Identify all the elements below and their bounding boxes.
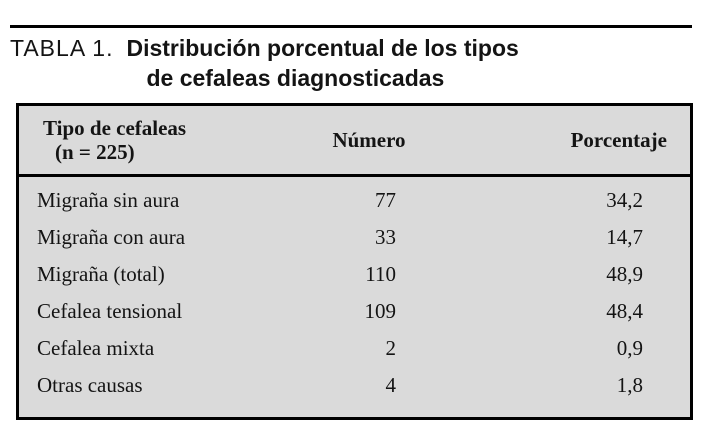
- table-caption: TABLA 1. Distribución porcentual de los …: [10, 33, 519, 93]
- cell-porcentaje: 48,9: [606, 262, 643, 286]
- cell-porcentaje: 14,7: [606, 225, 643, 249]
- table-row: Cefalea mixta 2 0,9: [19, 330, 690, 367]
- cell-porcentaje: 0,9: [616, 336, 643, 360]
- cell-porcentaje: 1,8: [616, 373, 643, 397]
- table-row: Cefalea tensional 109 48,4: [19, 293, 690, 330]
- cell-tipo: Migraña (total): [37, 262, 165, 286]
- table-row: Migraña sin aura 77 34,2: [19, 182, 690, 219]
- cell-numero: 110: [365, 262, 396, 286]
- column-header-tipo-line2: (n = 225): [55, 140, 135, 164]
- caption-top-rule: [10, 25, 692, 28]
- cell-porcentaje: 34,2: [606, 188, 643, 212]
- column-header-tipo: Tipo de cefaleas (n = 225): [19, 116, 319, 164]
- cell-tipo: Cefalea mixta: [37, 336, 155, 360]
- cell-tipo: Migraña con aura: [37, 225, 186, 249]
- table-row: Migraña con aura 33 14,7: [19, 219, 690, 256]
- table-caption-title: Distribución porcentual de los tipos de …: [126, 33, 518, 93]
- cell-numero: 2: [385, 336, 397, 360]
- table-header-row: Tipo de cefaleas (n = 225) Número Porcen…: [19, 106, 690, 177]
- cell-numero: 77: [375, 188, 396, 212]
- cell-tipo: Cefalea tensional: [37, 299, 183, 323]
- table-caption-title-line1: Distribución porcentual de los tipos: [126, 35, 519, 61]
- table-caption-label: TABLA 1.: [10, 35, 114, 61]
- cell-tipo: Migraña sin aura: [37, 188, 180, 212]
- table-caption-title-line2: de cefaleas diagnosticadas: [146, 65, 445, 91]
- cell-porcentaje: 48,4: [606, 299, 643, 323]
- table-row: Migraña (total) 110 48,9: [19, 256, 690, 293]
- cell-numero: 4: [385, 373, 397, 397]
- column-header-tipo-line1: Tipo de cefaleas: [43, 116, 187, 140]
- table-body: Migraña sin aura 77 34,2 Migraña con aur…: [19, 177, 690, 404]
- column-header-numero: Número: [332, 127, 406, 152]
- column-header-porcentaje: Porcentaje: [570, 127, 667, 152]
- table-row: Otras causas 4 1,8: [19, 367, 690, 404]
- cell-tipo: Otras causas: [37, 373, 143, 397]
- cell-numero: 33: [375, 225, 396, 249]
- cell-numero: 109: [364, 299, 397, 323]
- data-table: Tipo de cefaleas (n = 225) Número Porcen…: [16, 103, 693, 420]
